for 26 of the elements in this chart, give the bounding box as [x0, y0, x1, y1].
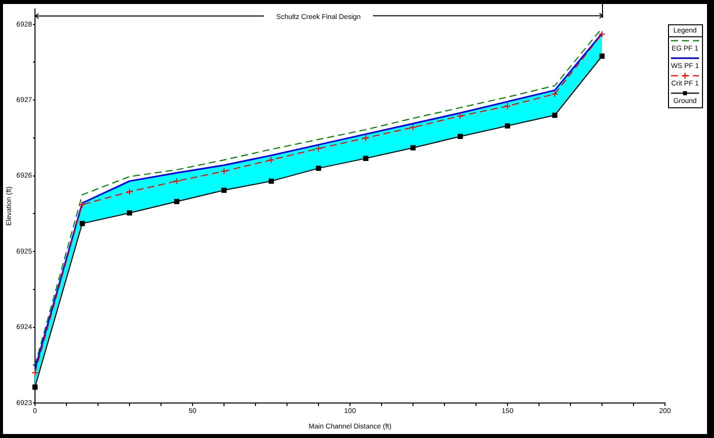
point — [504, 123, 510, 128]
point — [504, 102, 511, 110]
point — [174, 198, 180, 204]
point — [78, 201, 86, 208]
point — [458, 134, 463, 140]
point — [315, 145, 322, 152]
point — [221, 188, 227, 193]
point — [410, 145, 416, 150]
point — [598, 30, 606, 38]
point — [80, 220, 85, 226]
point — [32, 384, 38, 390]
point — [32, 369, 38, 376]
point — [220, 168, 228, 175]
point — [456, 112, 464, 120]
point — [316, 166, 322, 171]
point — [410, 124, 416, 131]
point — [552, 112, 558, 118]
point — [173, 178, 180, 185]
point — [551, 90, 558, 98]
point — [268, 178, 274, 184]
point — [268, 156, 275, 164]
point — [599, 54, 605, 59]
point — [362, 134, 370, 142]
point — [126, 210, 132, 216]
point — [363, 156, 368, 162]
point — [126, 188, 133, 196]
